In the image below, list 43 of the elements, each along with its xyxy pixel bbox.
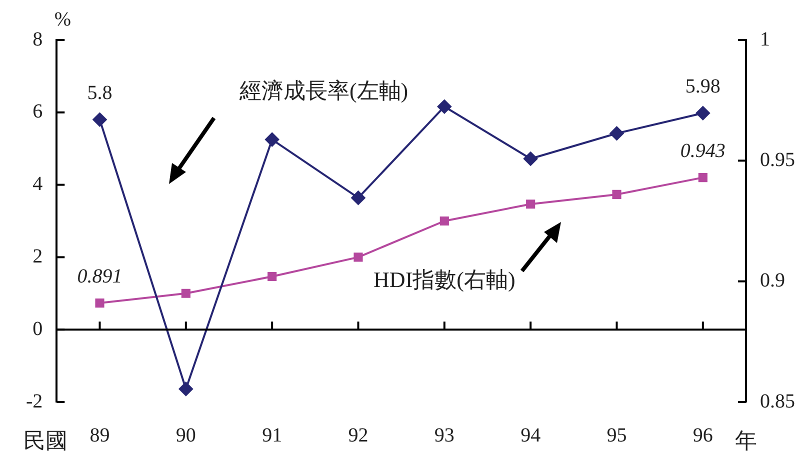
x-tick-label: 91 — [262, 424, 282, 446]
x-tick-label: 90 — [176, 424, 196, 446]
series-label: HDI指數(右軸) — [374, 266, 516, 292]
text: 民國 — [24, 428, 68, 453]
point — [178, 382, 193, 396]
y-tick-label: 2 — [32, 245, 43, 268]
data-label: 0.943 — [680, 140, 726, 162]
point — [92, 112, 107, 127]
x-tick-label: 92 — [348, 424, 368, 446]
point — [181, 288, 190, 298]
data-label: 0.891 — [77, 265, 122, 288]
y-axis-title: % — [54, 8, 71, 30]
point — [610, 126, 624, 140]
y2-tick-label: 0.9 — [760, 270, 785, 292]
text: 年 — [734, 428, 757, 453]
point — [698, 173, 708, 182]
y2-tick-label: 0.85 — [760, 390, 795, 412]
y2-tick-label: 0.95 — [760, 148, 795, 171]
point — [437, 100, 452, 114]
y-tick-label: 8 — [32, 28, 43, 50]
y2-tick-label: 1 — [760, 28, 770, 50]
data-label: 5.8 — [87, 82, 112, 104]
point — [440, 216, 449, 226]
point — [526, 200, 536, 209]
x-tick-label: 94 — [520, 424, 541, 446]
y-tick-label: 6 — [32, 100, 43, 123]
point — [265, 132, 280, 147]
y-tick-label: 4 — [32, 173, 43, 196]
x-tick-label: 96 — [692, 424, 713, 446]
point — [696, 106, 710, 120]
point — [268, 272, 277, 282]
data-label: 5.98 — [685, 75, 720, 98]
point — [612, 190, 622, 199]
x-tick-label: 93 — [434, 424, 454, 446]
y-tick-label: -2 — [26, 390, 43, 412]
x-tick-label: 95 — [606, 424, 627, 446]
y-tick-label: 0 — [32, 318, 43, 340]
point — [354, 252, 363, 262]
series-label: 經濟成長率(左軸) — [238, 78, 408, 103]
point — [351, 190, 366, 205]
x-tick-label: 89 — [90, 424, 110, 446]
point — [524, 152, 538, 166]
point — [95, 298, 104, 308]
